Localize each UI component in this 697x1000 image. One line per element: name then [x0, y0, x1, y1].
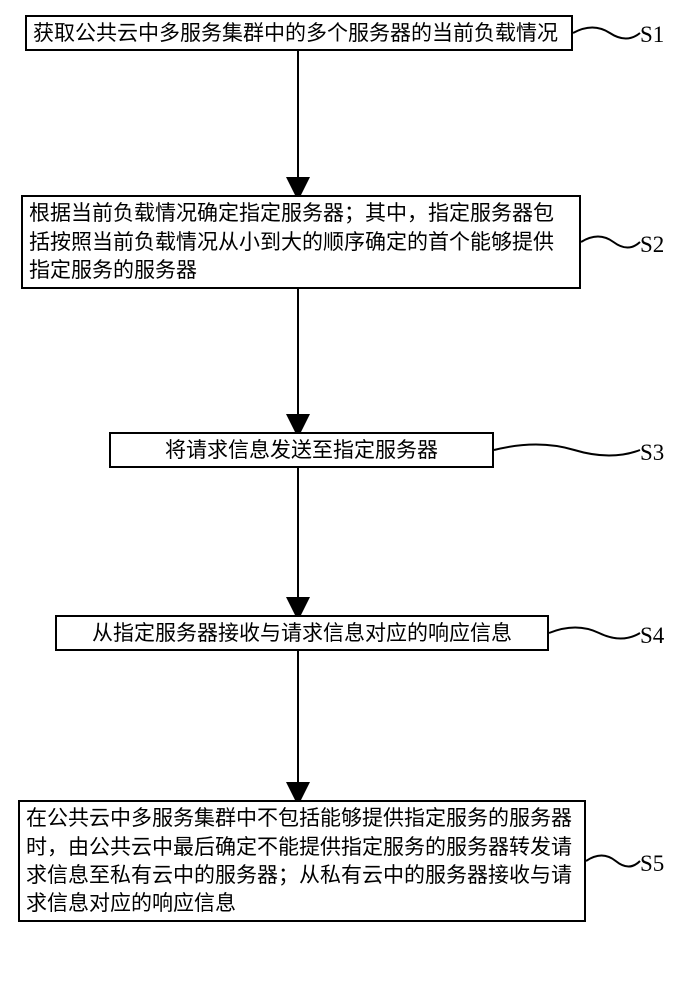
- step-squiggle-connector: [549, 628, 640, 639]
- flow-step-s3: 将请求信息发送至指定服务器: [109, 432, 494, 468]
- flow-step-text: 根据当前负载情况确定指定服务器；其中，指定服务器包括按照当前负载情况从小到大的顺…: [29, 199, 573, 284]
- flow-step-s2: 根据当前负载情况确定指定服务器；其中，指定服务器包括按照当前负载情况从小到大的顺…: [21, 195, 581, 289]
- flow-step-s5: 在公共云中多服务集群中不包括能够提供指定服务的服务器时，由公共云中最后确定不能提…: [18, 800, 586, 922]
- flow-step-text: 在公共云中多服务集群中不包括能够提供指定服务的服务器时，由公共云中最后确定不能提…: [26, 804, 578, 917]
- step-label-s4: S4: [640, 623, 664, 649]
- step-squiggle-connector: [494, 445, 640, 456]
- flowchart-canvas: 获取公共云中多服务集群中的多个服务器的当前负载情况根据当前负载情况确定指定服务器…: [0, 0, 697, 1000]
- flow-step-s4: 从指定服务器接收与请求信息对应的响应信息: [55, 615, 549, 651]
- step-squiggle-connector: [581, 237, 640, 248]
- step-label-s2: S2: [640, 232, 664, 258]
- step-label-s3: S3: [640, 440, 664, 466]
- flow-step-text: 将请求信息发送至指定服务器: [165, 436, 438, 464]
- step-label-s5: S5: [640, 851, 664, 877]
- step-squiggle-connector: [573, 28, 640, 39]
- step-label-s1: S1: [640, 22, 664, 48]
- flow-step-text: 从指定服务器接收与请求信息对应的响应信息: [92, 619, 512, 647]
- flow-step-text: 获取公共云中多服务集群中的多个服务器的当前负载情况: [33, 19, 558, 47]
- flow-step-s1: 获取公共云中多服务集群中的多个服务器的当前负载情况: [25, 15, 573, 51]
- step-squiggle-connector: [586, 856, 640, 867]
